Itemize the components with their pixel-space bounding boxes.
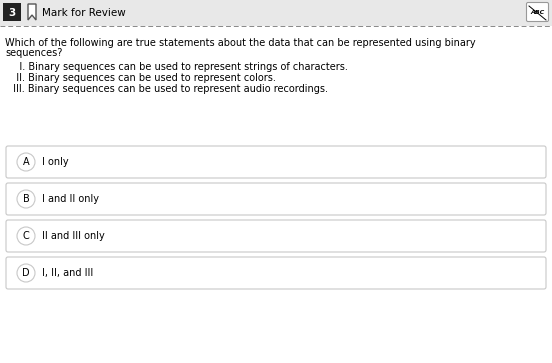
Text: Which of the following are true statements about the data that can be represente: Which of the following are true statemen… (5, 38, 476, 48)
Text: Mark for Review: Mark for Review (42, 8, 126, 18)
Text: II. Binary sequences can be used to represent colors.: II. Binary sequences can be used to repr… (10, 73, 276, 83)
Text: A: A (23, 157, 29, 167)
Text: C: C (23, 231, 29, 241)
Text: I and II only: I and II only (42, 194, 99, 204)
Circle shape (17, 264, 35, 282)
Circle shape (17, 153, 35, 171)
Text: ABC: ABC (530, 9, 545, 15)
Text: II and III only: II and III only (42, 231, 105, 241)
Text: III. Binary sequences can be used to represent audio recordings.: III. Binary sequences can be used to rep… (10, 84, 328, 94)
Circle shape (17, 190, 35, 208)
FancyBboxPatch shape (0, 0, 552, 26)
Circle shape (17, 227, 35, 245)
Text: B: B (23, 194, 29, 204)
Text: sequences?: sequences? (5, 48, 62, 58)
Text: I. Binary sequences can be used to represent strings of characters.: I. Binary sequences can be used to repre… (10, 62, 348, 72)
Text: D: D (22, 268, 30, 278)
FancyBboxPatch shape (6, 146, 546, 178)
Polygon shape (28, 4, 36, 20)
FancyBboxPatch shape (6, 257, 546, 289)
Text: I, II, and III: I, II, and III (42, 268, 93, 278)
FancyBboxPatch shape (3, 3, 21, 21)
Text: I only: I only (42, 157, 68, 167)
FancyBboxPatch shape (6, 220, 546, 252)
FancyBboxPatch shape (6, 183, 546, 215)
Text: 3: 3 (8, 8, 15, 17)
FancyBboxPatch shape (527, 3, 549, 21)
